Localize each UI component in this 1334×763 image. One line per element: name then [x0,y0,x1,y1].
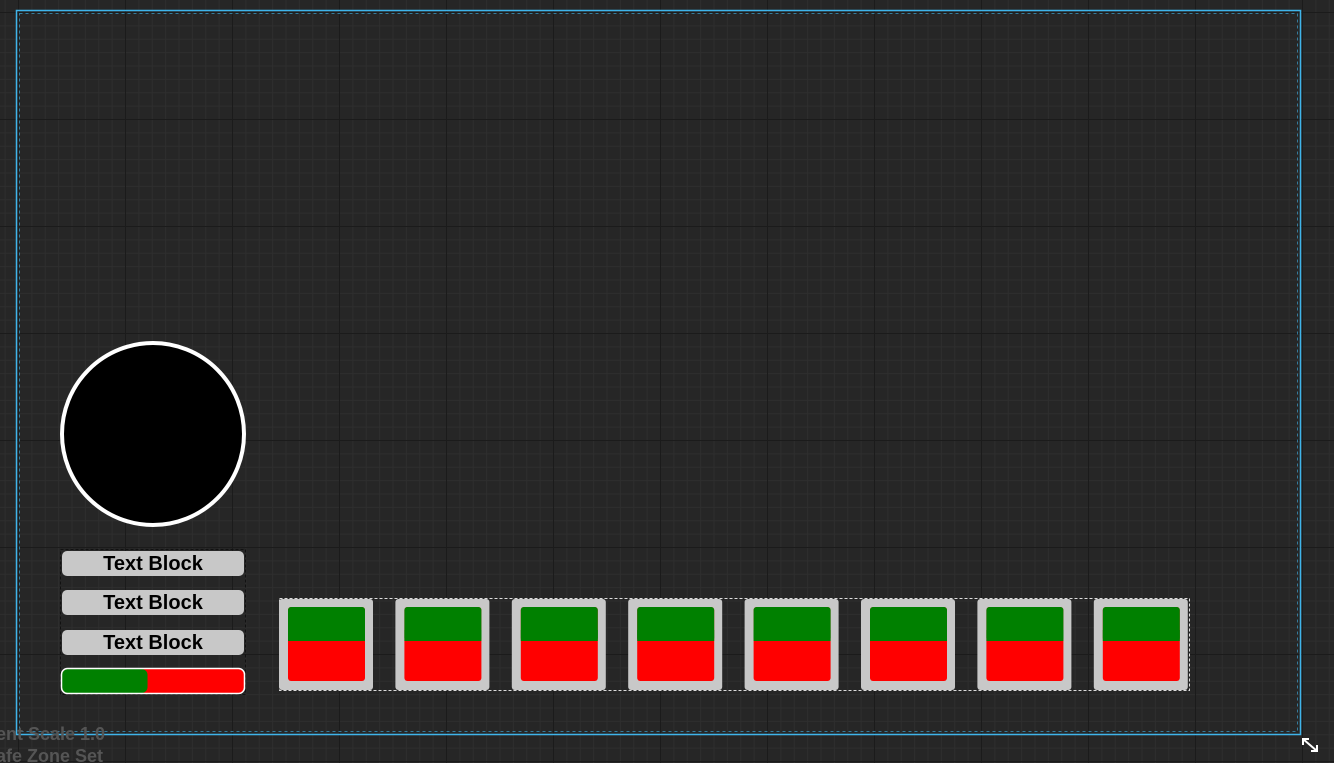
progress-bar-fill [62,669,148,693]
status-text: ent Scale 1.0 [0,724,105,744]
progress-bar-border [60,667,246,695]
text-block: Text Block [103,592,204,614]
slot-top-square [404,630,482,641]
text-block-background [62,551,244,576]
slot-top-square [288,630,365,641]
slot-top-square [753,630,831,641]
resize-handle[interactable] [1302,738,1318,752]
safe-zone [15,9,1302,736]
slot-top-square [520,630,598,641]
vertical-box [60,549,246,695]
slot-top-square [637,630,715,641]
status-text: afe Zone Set [0,746,103,763]
slot-top-square [986,630,1064,641]
text-block-background [62,590,244,615]
safe-zone-inner [19,13,1298,732]
slot-top-square [1102,630,1180,641]
text-block: Text Block [103,632,204,654]
slot-top-square [870,630,947,641]
portrait [60,341,246,527]
text-block: Text Block [103,553,204,575]
text-block-background [62,630,244,655]
